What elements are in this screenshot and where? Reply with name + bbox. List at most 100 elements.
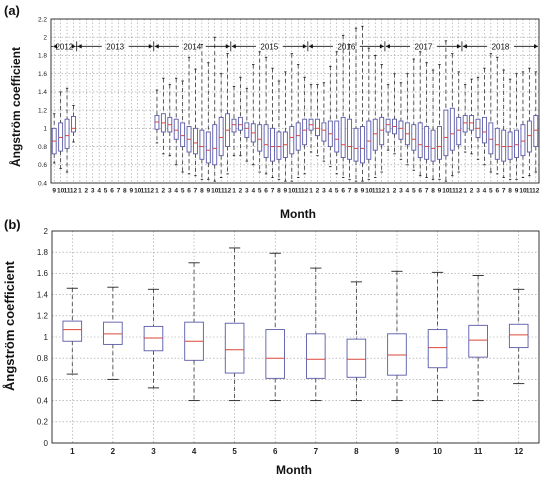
box [180, 122, 186, 148]
x-tick-label: 11 [526, 188, 533, 195]
box [508, 323, 529, 349]
x-tick-label: 3 [151, 447, 156, 456]
year-arrowhead-right [379, 44, 384, 49]
year-arrowhead-right [534, 44, 538, 49]
x-tick-label: 7 [117, 188, 121, 195]
y-tick-label: 2 [43, 34, 47, 41]
x-tick-label: 6 [187, 188, 191, 195]
box [257, 124, 263, 152]
panel-label-b: (b) [4, 217, 21, 232]
x-tick-label: 12 [455, 188, 463, 195]
x-tick-label: 3 [168, 188, 172, 195]
y-tick-label: 0.4 [38, 180, 47, 187]
year-arrowhead-left [385, 44, 390, 49]
x-tick-label: 11 [141, 188, 148, 195]
box [270, 127, 275, 162]
year-arrowhead-left [462, 44, 467, 49]
x-tick-label: 2 [239, 188, 243, 195]
box [205, 131, 211, 164]
box [372, 118, 378, 151]
box [533, 115, 539, 148]
x-tick-label: 6 [495, 188, 499, 195]
x-tick-label: 7 [348, 188, 352, 195]
x-tick-label: 1 [155, 188, 159, 195]
x-tick-label: 4 [192, 447, 197, 456]
x-tick-label: 1 [463, 188, 467, 195]
x-tick-label: 6 [273, 447, 278, 456]
x-tick-label: 9 [207, 188, 211, 195]
plot-frame [50, 18, 540, 184]
year-arrowhead-right [225, 44, 230, 49]
x-tick-label: 7 [314, 447, 319, 456]
x-tick-label: 4 [97, 188, 101, 195]
x-tick-label: 5 [412, 188, 416, 195]
x-tick-label: 10 [442, 188, 450, 195]
x-tick-label: 2 [162, 188, 166, 195]
box [334, 120, 340, 153]
x-tick-label: 2 [111, 447, 116, 456]
y-tick-label: 1.6 [38, 71, 47, 78]
box [398, 120, 404, 140]
y-tick-label: 1.8 [38, 53, 47, 60]
x-tick-label: 4 [406, 188, 410, 195]
x-tick-label: 2 [85, 188, 89, 195]
box [456, 116, 462, 146]
y-tick-label: 0.6 [38, 162, 47, 169]
y-tick-label: 1.2 [37, 312, 49, 321]
box [379, 116, 385, 146]
x-tick-label: 10 [288, 188, 296, 195]
box [481, 116, 487, 144]
box [265, 329, 285, 379]
y-tick-label: 1.6 [37, 269, 49, 278]
x-tick-label: 3 [399, 188, 403, 195]
box [507, 131, 513, 160]
y-tick-label: 0.2 [37, 418, 49, 427]
box [199, 129, 205, 160]
box [321, 122, 327, 142]
box [263, 124, 269, 158]
x-tick-label: 6 [264, 188, 268, 195]
x-tick-label: 3 [476, 188, 480, 195]
x-tick-label: 2 [316, 188, 320, 195]
y-tick-label: 1.8 [37, 248, 49, 257]
box [244, 122, 250, 138]
box [468, 324, 488, 358]
y-tick-label: 0.8 [38, 144, 47, 151]
x-tick-label: 12 [147, 188, 155, 195]
box [430, 129, 436, 162]
y-tick-label: 1.2 [38, 107, 47, 114]
box [501, 129, 507, 162]
x-tick-label: 12 [532, 188, 540, 195]
x-tick-label: 6 [418, 188, 422, 195]
box [212, 124, 218, 166]
x-tick-label: 4 [251, 188, 255, 195]
x-tick-label: 1 [78, 188, 82, 195]
box [417, 122, 423, 158]
year-arrowhead-right [456, 44, 461, 49]
xlabel-b: Month [276, 463, 312, 477]
x-tick-label: 12 [514, 447, 523, 456]
x-tick-label: 10 [365, 188, 373, 195]
x-tick-label: 9 [284, 188, 288, 195]
year-label: 2014 [183, 42, 201, 51]
box [387, 333, 407, 376]
x-tick-label: 9 [438, 188, 442, 195]
y-tick-label: 0.4 [37, 396, 49, 405]
x-tick-label: 11 [372, 188, 379, 195]
box [173, 118, 179, 140]
x-tick-label: 9 [515, 188, 519, 195]
x-tick-label: 1 [386, 188, 390, 195]
year-label: 2015 [260, 42, 278, 51]
x-tick-label: 10 [134, 188, 142, 195]
box [237, 116, 243, 131]
box [443, 109, 449, 157]
box [494, 127, 500, 160]
x-tick-label: 5 [489, 188, 493, 195]
box [276, 131, 282, 160]
x-tick-label: 12 [70, 188, 78, 195]
x-tick-label: 4 [483, 188, 487, 195]
x-tick-label: 6 [341, 188, 345, 195]
xlabel-a: Month [280, 207, 316, 221]
box [64, 118, 70, 149]
